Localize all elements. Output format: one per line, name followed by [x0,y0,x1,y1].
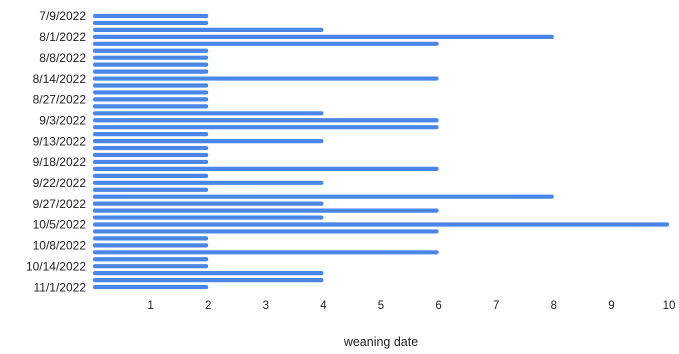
y-tick-label: 9/27/2022 [33,197,87,211]
y-tick-label: 7/9/2022 [39,9,86,23]
y-tick-label: 9/18/2022 [33,155,87,169]
bar-10 [93,83,209,88]
bar-31 [93,229,439,234]
bar-15 [93,118,439,123]
y-tick-label: 10/14/2022 [26,259,86,273]
bar-37 [93,271,324,276]
bar-5 [93,48,209,53]
x-tick-label: 7 [493,300,499,312]
bar-34 [93,250,439,255]
bar-24 [93,180,324,185]
bar-3 [93,34,554,39]
bar-2 [93,27,324,32]
bar-28 [93,208,439,213]
y-tick-label: 11/1/2022 [34,280,87,294]
x-tick-label: 2 [205,300,211,312]
bar-26 [93,194,554,199]
bar-23 [93,173,209,178]
y-tick-label: 9/3/2022 [39,113,86,127]
bar-33 [93,243,209,248]
bar-32 [93,236,209,241]
y-tick-label: 10/5/2022 [33,218,87,232]
bar-12 [93,97,209,102]
bar-1 [93,20,209,26]
bar-20 [93,152,209,158]
y-axis-labels: 7/9/2022 8/1/2022 8/8/2022 8/14/2022 8/27/20… [26,9,86,294]
bar-17 [93,132,209,137]
bar-21 [93,159,209,165]
bar-7 [93,62,209,67]
x-axis-labels: 1 2 3 4 5 6 7 8 9 10 [147,300,675,312]
y-tick-label: 10/8/2022 [33,239,87,253]
bar-35 [93,257,209,262]
bar-25 [93,187,209,192]
bar-39 [93,284,209,290]
x-tick-label: 4 [320,300,327,312]
bar-14 [93,111,324,116]
bar-4 [93,41,439,46]
bar-16 [93,125,439,130]
x-tick-label: 10 [663,300,676,312]
bar-22 [93,166,439,171]
y-tick-label: 8/14/2022 [33,72,87,86]
bar-30 [93,222,669,227]
bar-36 [93,264,209,269]
bar-0 [93,13,209,19]
bar-18 [93,139,324,144]
x-tick-label: 6 [435,300,441,312]
bar-8 [93,69,209,74]
bar-11 [93,90,209,95]
bar-29 [93,215,324,220]
bar-6 [93,55,209,60]
y-tick-label: 8/27/2022 [33,93,87,107]
y-tick-label: 8/8/2022 [39,51,86,65]
y-tick-label: 9/13/2022 [33,134,87,148]
x-tick-label: 5 [378,300,384,312]
y-tick-label: 8/1/2022 [39,30,86,44]
y-tick-label: 9/22/2022 [33,176,87,190]
bar-13 [93,104,209,109]
bar-27 [93,201,324,206]
x-tick-label: 1 [147,300,153,312]
bar-9 [93,76,439,81]
x-tick-label: 3 [263,300,269,312]
bar-19 [93,145,209,151]
bar-38 [93,278,324,283]
x-axis-title: weaning date [343,335,418,349]
x-tick-label: 8 [551,300,557,312]
bar-group [93,13,669,290]
x-tick-label: 9 [608,300,614,312]
